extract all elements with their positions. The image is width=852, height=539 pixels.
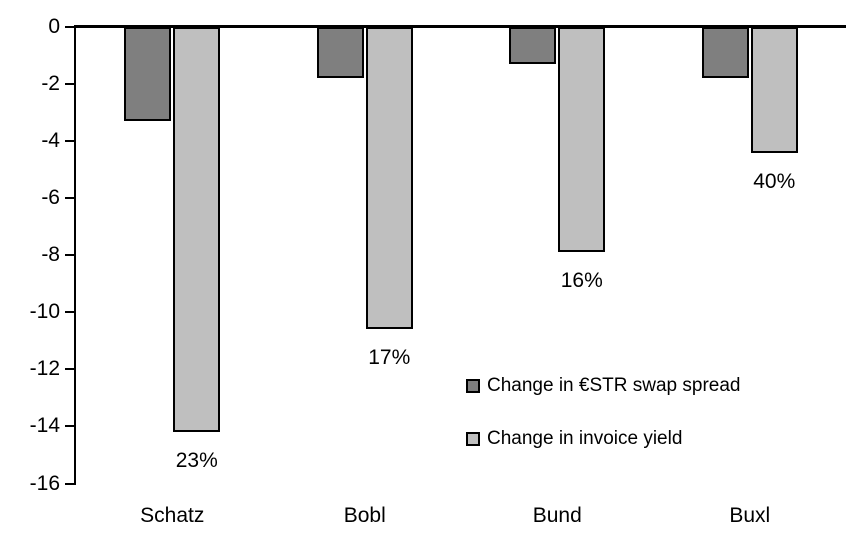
x-category-label: Buxl: [729, 504, 771, 527]
legend-label-swap-spread: Change in €STR swap spread: [487, 375, 741, 396]
y-axis-tick-mark: [65, 197, 74, 200]
x-axis-zero-line: [74, 25, 846, 28]
y-axis-tick-label: -14: [29, 414, 60, 438]
y-axis-line: [74, 25, 76, 485]
y-axis-tick-mark: [65, 254, 74, 257]
bar-swap-spread-schatz: [124, 27, 172, 122]
y-axis-tick-label: -6: [41, 186, 60, 210]
bar-invoice-yield-bobl: [365, 27, 413, 330]
y-axis-tick-label: -4: [41, 129, 60, 153]
legend-swatch-swap-spread: [466, 379, 480, 393]
y-axis-tick-mark: [65, 368, 74, 371]
legend: Change in €STR swap spread Change in inv…: [466, 375, 740, 450]
x-category-label: Bund: [532, 504, 582, 527]
bar-value-label: 23%: [175, 449, 218, 473]
legend-item-swap-spread: Change in €STR swap spread: [466, 375, 740, 397]
legend-item-invoice-yield: Change in invoice yield: [466, 428, 740, 450]
bar-swap-spread-bund: [509, 27, 557, 65]
x-category-label: Bobl: [343, 504, 386, 527]
y-axis-tick-mark: [65, 482, 74, 485]
y-axis-tick-label: -12: [29, 357, 60, 381]
bar-value-label: 16%: [560, 269, 603, 293]
bar-value-label: 17%: [368, 346, 411, 370]
bar-invoice-yield-bund: [558, 27, 606, 253]
y-axis-tick-label: -10: [29, 300, 60, 324]
y-axis-tick-mark: [65, 83, 74, 86]
x-category-label: Schatz: [140, 504, 205, 527]
legend-label-invoice-yield: Change in invoice yield: [487, 428, 683, 449]
y-axis-tick-label: 0: [48, 15, 60, 38]
y-axis-tick-label: -2: [41, 72, 60, 96]
bar-value-label: 40%: [753, 169, 796, 193]
y-axis-tick-mark: [65, 425, 74, 428]
y-axis-tick-mark: [65, 311, 74, 314]
bar-invoice-yield-buxl: [750, 27, 798, 153]
y-axis-tick-mark: [65, 140, 74, 143]
bar-invoice-yield-schatz: [173, 27, 221, 433]
y-axis-tick-label: -8: [41, 243, 60, 267]
y-axis-tick-label: -16: [29, 471, 60, 495]
bar-swap-spread-bobl: [316, 27, 364, 79]
y-axis-tick-mark: [65, 26, 74, 28]
legend-swatch-invoice-yield: [466, 432, 480, 446]
bar-swap-spread-buxl: [701, 27, 749, 79]
